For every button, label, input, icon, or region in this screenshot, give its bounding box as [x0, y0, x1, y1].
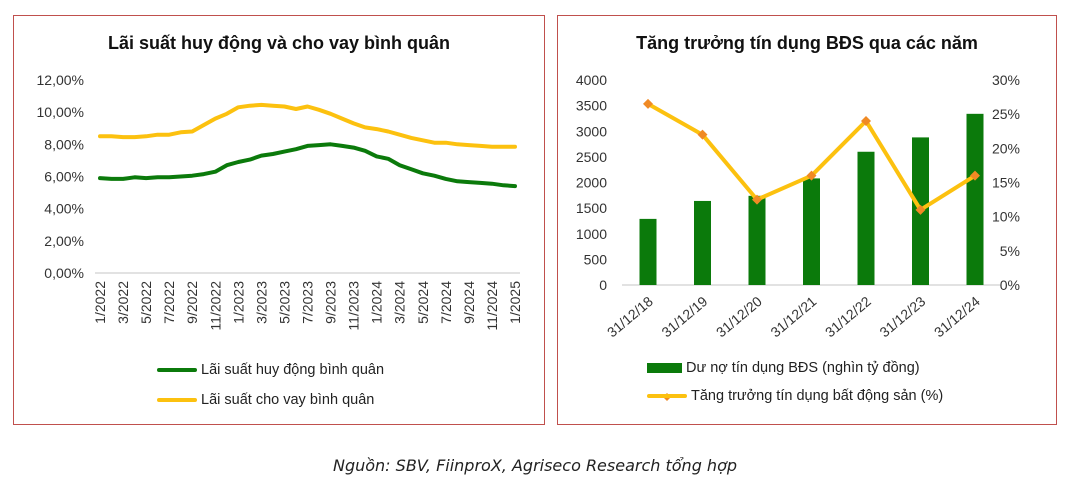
x-tick-label: 31/12/22 [822, 293, 874, 340]
credit-balance-bar [639, 218, 657, 285]
legend-swatch-yellow-line [157, 398, 197, 402]
y-right-tick-label: 0% [1000, 277, 1020, 293]
y-tick-label: 8,00% [44, 136, 84, 152]
x-tick-label: 5/2023 [276, 281, 292, 324]
diamond-marker-icon [697, 129, 708, 140]
right-chart-title: Tăng trưởng tín dụng BĐS qua các năm [636, 33, 978, 53]
diamond-marker-icon [970, 170, 980, 181]
y-right-tick-label: 25% [992, 106, 1020, 122]
legend-swatch-green-bar [647, 363, 682, 373]
diamond-marker-icon [806, 170, 817, 181]
lending-rate-line [98, 102, 517, 149]
x-tick-label: 1/2022 [92, 281, 108, 324]
y-left-tick-label: 500 [584, 251, 608, 267]
credit-balance-bar [857, 151, 875, 285]
y-tick-label: 12,00% [37, 72, 84, 88]
y-left-tick-label: 4000 [576, 72, 607, 88]
x-tick-label: 7/2023 [300, 281, 316, 324]
x-tick-label: 1/2025 [507, 281, 523, 324]
legend-item-credit-balance: Dư nợ tín dụng BĐS (nghìn tỷ đồng) [647, 360, 920, 376]
y-right-tick-label: 15% [992, 175, 1020, 191]
y-left-tick-label: 2000 [576, 175, 607, 191]
legend-item-credit-growth: Tăng trưởng tín dụng bất động sản (%) [647, 388, 943, 404]
y-right-tick-label: 10% [992, 209, 1020, 225]
deposit-rate-line [98, 142, 517, 189]
diamond-marker-icon [643, 98, 653, 109]
x-tick-label: 31/12/24 [931, 293, 983, 340]
x-tick-label: 9/2024 [461, 281, 477, 324]
legend-label: Lãi suất cho vay bình quân [201, 392, 375, 408]
y-left-tick-label: 1000 [576, 226, 607, 242]
credit-balance-bar [803, 178, 820, 285]
diamond-marker-icon [915, 204, 926, 215]
y-right-tick-label: 30% [992, 72, 1020, 88]
legend-label: Lãi suất huy động bình quân [201, 362, 385, 378]
x-tick-label: 5/2024 [415, 281, 431, 324]
x-tick-label: 1/2023 [230, 281, 246, 324]
y-tick-label: 4,00% [44, 201, 84, 217]
legend-item-lending-rate: Lãi suất cho vay bình quân [157, 392, 374, 408]
x-tick-label: 31/12/19 [658, 293, 710, 340]
legend-swatch-green-line [157, 368, 197, 372]
y-left-tick-label: 3000 [576, 123, 607, 139]
credit-balance-bar [966, 113, 984, 285]
x-tick-label: 3/2023 [253, 281, 269, 324]
y-left-tick-label: 0 [599, 277, 607, 293]
x-tick-label: 9/2023 [323, 281, 339, 324]
y-tick-label: 0,00% [44, 265, 84, 281]
left-chart-panel: Lãi suất huy động và cho vay bình quân [13, 15, 545, 425]
y-tick-label: 10,00% [37, 104, 84, 120]
x-tick-label: 3/2022 [115, 281, 131, 324]
legend-swatch-yellow-line-marker [647, 394, 687, 398]
y-tick-label: 6,00% [44, 169, 84, 185]
y-left-tick-label: 3500 [576, 98, 607, 114]
x-tick-label: 5/2022 [138, 281, 154, 324]
diamond-marker-icon [752, 194, 762, 205]
y-right-tick-label: 20% [992, 140, 1020, 156]
x-tick-label: 11/2024 [484, 281, 500, 331]
x-tick-label: 7/2022 [161, 281, 177, 324]
x-tick-label: 11/2023 [346, 281, 362, 331]
source-caption: Nguồn: SBV, FiinproX, Agriseco Research … [332, 456, 738, 475]
y-left-tick-label: 1500 [576, 200, 607, 216]
y-right-tick-label: 5% [1000, 243, 1020, 259]
x-tick-label: 31/12/23 [876, 293, 928, 340]
legend-label: Tăng trưởng tín dụng bất động sản (%) [691, 388, 944, 404]
credit-balance-bar [748, 195, 766, 285]
x-tick-label: 11/2022 [207, 281, 223, 331]
x-tick-label: 31/12/21 [767, 293, 819, 340]
y-left-tick-label: 2500 [576, 149, 607, 165]
left-chart-title: Lãi suất huy động và cho vay bình quân [107, 33, 451, 53]
x-tick-label: 31/12/18 [604, 293, 656, 340]
legend-item-deposit-rate: Lãi suất huy động bình quân [157, 362, 384, 378]
diamond-marker-icon [861, 116, 871, 126]
x-tick-label: 31/12/20 [713, 293, 765, 340]
credit-balance-bar [694, 200, 711, 285]
y-tick-label: 2,00% [44, 233, 84, 249]
x-tick-label: 1/2024 [369, 281, 385, 324]
x-tick-label: 7/2024 [438, 281, 454, 324]
x-tick-label: 9/2022 [184, 281, 200, 324]
x-tick-label: 3/2024 [392, 281, 408, 324]
legend-label: Dư nợ tín dụng BĐS (nghìn tỷ đồng) [686, 360, 920, 376]
